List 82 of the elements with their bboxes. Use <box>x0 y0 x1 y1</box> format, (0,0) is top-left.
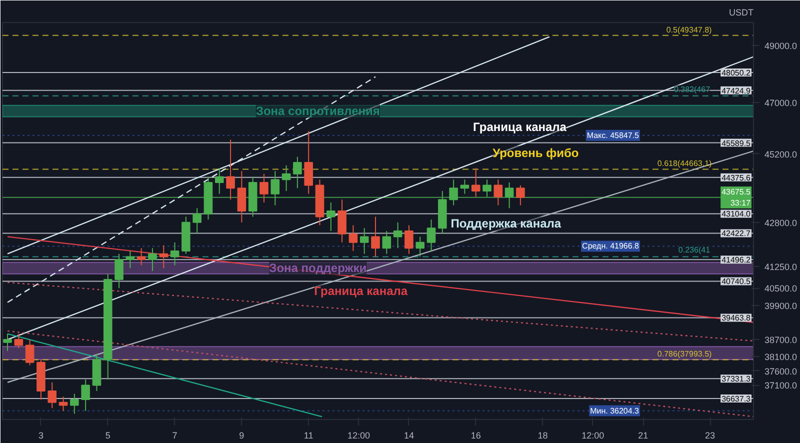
candlestick <box>70 393 79 414</box>
ref-line-label: 44375.6 <box>722 173 752 182</box>
candlestick <box>126 250 135 269</box>
y-tick-label: 40500.0 <box>764 284 798 294</box>
ref-line-label: 43675.5 33:17 <box>722 188 752 208</box>
x-tick-label: 5 <box>105 430 110 440</box>
candlestick <box>214 168 224 194</box>
candlestick <box>81 379 90 412</box>
ref-line-label: Средн. 41966.8 <box>582 242 640 251</box>
x-tick-label: 16 <box>470 430 481 440</box>
annotation: Граница канала <box>473 120 567 134</box>
ref-line-label: 45589.5 <box>722 138 752 148</box>
ref-line-label: 41496.2 <box>722 256 752 265</box>
x-tick-label: 21 <box>638 430 648 440</box>
candlestick <box>148 248 157 272</box>
ref-line-label: 39463.8 <box>722 314 752 323</box>
candlestick <box>393 222 402 249</box>
x-tick-label: 23 <box>705 430 716 440</box>
candlestick <box>426 219 436 252</box>
candlestick <box>326 202 336 232</box>
text: USDT <box>729 8 754 18</box>
y-tick-label: 38100.0 <box>764 352 798 362</box>
candlestick <box>338 199 346 243</box>
y-tick-label: 39900.0 <box>764 300 798 311</box>
y-tick-label: 41250.0 <box>764 262 798 272</box>
candlestick <box>192 208 202 234</box>
candlestick <box>516 184 525 206</box>
candlestick <box>304 130 313 194</box>
x-tick-label: 12:00 <box>348 430 370 440</box>
ref-line-label: 0.618(44663.1) <box>657 159 712 168</box>
x-tick-label: 12:00 <box>582 430 604 440</box>
candlestick <box>471 168 480 198</box>
x-tick-label: 7 <box>172 430 178 440</box>
candlestick <box>226 139 235 200</box>
candlestick <box>14 333 24 349</box>
x-tick-label: 9 <box>239 430 244 440</box>
candlestick <box>114 253 124 289</box>
candlestick <box>293 156 302 189</box>
ref-line-label: 0.5(49347.8) <box>666 25 712 34</box>
candlestick <box>58 396 68 412</box>
x-tick-label: 3 <box>38 430 44 440</box>
ref-line-label: 48050.2 <box>722 68 752 78</box>
candlestick <box>136 248 146 266</box>
candlestick <box>282 164 291 192</box>
x-tick-label: 11 <box>304 430 314 440</box>
y-tick-label: 42800.0 <box>764 218 798 228</box>
annotation: Поддержка канала <box>450 216 562 231</box>
annotation: Граница канала <box>314 284 408 298</box>
x-tick-label: 18 <box>538 430 548 440</box>
candlestick <box>260 173 268 203</box>
annotation: Уровень фибо <box>492 146 579 160</box>
candlestick <box>494 179 503 206</box>
candlestick <box>3 333 12 352</box>
candlestick <box>159 244 168 269</box>
ref-line-label: Мин. 36204.3 <box>590 406 640 416</box>
ref-line-label: 0.786(37993.5) <box>657 350 712 359</box>
ref-line-label: 36637.3 <box>722 394 752 404</box>
ref-line-label: 43104.0 <box>722 210 752 219</box>
candlestick <box>348 224 358 252</box>
y-tick-label: 38700.0 <box>764 335 798 346</box>
x-tick-label: 14 <box>404 430 414 440</box>
candlestick <box>170 242 180 266</box>
candlestick <box>404 224 414 254</box>
ref-line-label: 42422.7 <box>722 229 752 238</box>
ref-line-label: 37331.3 <box>722 374 752 384</box>
candlestick <box>460 179 470 194</box>
y-tick-label: 45200.0 <box>764 149 798 160</box>
ref-line-label: Макс. 45847.5 <box>586 130 640 140</box>
y-tick-label: 37100.0 <box>764 380 798 391</box>
candlestick <box>382 230 392 254</box>
candlestick <box>371 216 380 258</box>
candlestick <box>25 339 34 366</box>
ref-line-label: 40740.5 <box>722 277 752 286</box>
ref-line-label: 47424.9 <box>722 86 752 96</box>
candlestick <box>48 382 57 409</box>
y-tick-label: 49000.0 <box>764 40 798 51</box>
y-tick-label: 37600.0 <box>764 366 798 376</box>
candlestick <box>360 228 369 254</box>
candlestick <box>237 170 246 223</box>
annotation: 0.236(41 <box>678 246 711 255</box>
y-tick-label: 47000.0 <box>764 98 798 108</box>
candlestick <box>416 236 424 258</box>
